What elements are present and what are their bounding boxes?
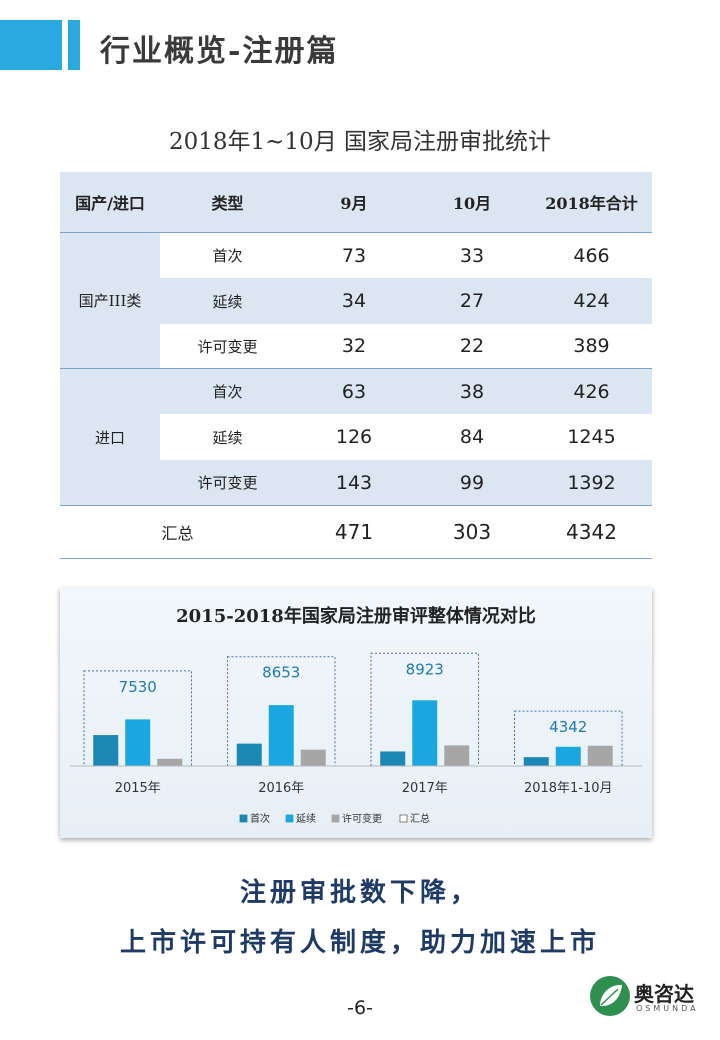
value-cell: 38 bbox=[459, 380, 485, 403]
col-header-type: 类型 bbox=[160, 172, 295, 232]
value-cell: 389 bbox=[573, 335, 610, 357]
group-label-import: 进口 bbox=[60, 369, 160, 505]
value-cell: 84 bbox=[459, 426, 485, 448]
row-stripe bbox=[160, 278, 652, 324]
col-header-oct: 10月 bbox=[413, 172, 531, 232]
table-rule bbox=[60, 368, 652, 369]
value-cell: 1245 bbox=[567, 426, 616, 448]
row-stripe bbox=[160, 460, 652, 506]
value-cell: 426 bbox=[573, 380, 610, 403]
data-label: 7530 bbox=[119, 678, 157, 696]
bar bbox=[444, 745, 470, 766]
row-stripe bbox=[160, 368, 652, 414]
bar bbox=[93, 735, 119, 766]
slogan-line-1: 注册审批数下降， bbox=[239, 878, 480, 908]
table-rule bbox=[60, 505, 652, 506]
group-label-domestic: 国产III类 bbox=[60, 233, 160, 368]
col-header-sep: 9月 bbox=[295, 172, 413, 232]
legend-label: 许可变更 bbox=[342, 812, 382, 825]
legend-swatch bbox=[239, 814, 248, 823]
slogan-line-2: 上市许可持有人制度，助力加速上市 bbox=[119, 928, 600, 958]
data-label: 4342 bbox=[549, 718, 587, 736]
bar bbox=[587, 745, 613, 766]
chart-title: 2015-2018年国家局注册审评整体情况对比 bbox=[176, 606, 536, 627]
bar bbox=[555, 746, 581, 766]
leaf-icon bbox=[590, 976, 630, 1016]
bar-total bbox=[227, 656, 336, 767]
type-cell: 许可变更 bbox=[197, 474, 258, 492]
summary-label: 汇总 bbox=[161, 524, 194, 543]
legend-swatch bbox=[331, 814, 340, 823]
value-cell: 126 bbox=[335, 426, 373, 448]
logo-text: 奥咨达 bbox=[634, 982, 694, 1006]
registration-table: 国产/进口 类型 9月 10月 2018年合计 国产III类 首次 73 33 … bbox=[60, 172, 652, 559]
table-rule bbox=[60, 232, 652, 233]
type-cell: 首次 bbox=[212, 383, 243, 401]
bar bbox=[268, 705, 294, 766]
summary-value: 4342 bbox=[566, 520, 617, 544]
col-header-origin: 国产/进口 bbox=[60, 172, 160, 232]
chart-plot: 7530 2015年 8653 2016年 8923 2017年 4342 2018年1-10… bbox=[70, 652, 642, 825]
legend-swatch bbox=[285, 814, 294, 823]
bar bbox=[157, 758, 183, 766]
table-rule bbox=[60, 558, 652, 559]
bar bbox=[236, 743, 262, 766]
value-cell: 143 bbox=[335, 471, 373, 494]
header-accent-block bbox=[0, 20, 62, 70]
brand-logo: 奥咨达 OSMUNDA bbox=[590, 976, 702, 1022]
bar bbox=[380, 751, 406, 766]
type-cell: 延续 bbox=[212, 428, 243, 447]
logo-subtext: OSMUNDA bbox=[636, 1004, 699, 1013]
value-cell: 99 bbox=[459, 471, 485, 494]
type-cell: 延续 bbox=[212, 292, 243, 311]
bar bbox=[523, 757, 549, 766]
value-cell: 34 bbox=[341, 290, 367, 312]
value-cell: 1392 bbox=[567, 471, 616, 494]
value-cell: 73 bbox=[341, 244, 367, 267]
value-cell: 32 bbox=[341, 335, 367, 357]
category-label: 2015年 bbox=[115, 781, 161, 796]
summary-value: 471 bbox=[334, 520, 374, 544]
comparison-chart: 2015-2018年国家局注册审评整体情况对比 7530 2015年 8653 201… bbox=[60, 588, 652, 838]
value-cell: 63 bbox=[341, 380, 367, 403]
summary-value: 303 bbox=[452, 520, 492, 544]
data-label: 8923 bbox=[406, 660, 444, 678]
value-cell: 424 bbox=[573, 290, 610, 312]
legend-label: 首次 bbox=[250, 812, 270, 825]
bar bbox=[125, 719, 151, 766]
legend-swatch bbox=[399, 814, 408, 823]
legend-label: 延续 bbox=[296, 812, 316, 825]
value-cell: 33 bbox=[459, 244, 485, 267]
page-number: -6- bbox=[347, 997, 373, 1019]
value-cell: 466 bbox=[573, 244, 610, 267]
type-cell: 首次 bbox=[212, 247, 243, 265]
type-cell: 许可变更 bbox=[197, 337, 258, 356]
bar bbox=[300, 749, 326, 766]
category-label: 2017年 bbox=[402, 781, 448, 796]
bar bbox=[412, 700, 438, 766]
page-title: 行业概览-注册篇 bbox=[100, 34, 339, 69]
table-title: 2018年1~10月 国家局注册审批统计 bbox=[168, 129, 551, 155]
category-label: 2018年1-10月 bbox=[524, 781, 613, 796]
legend-label: 汇总 bbox=[410, 812, 430, 825]
col-header-total: 2018年合计 bbox=[531, 172, 652, 232]
data-label: 8653 bbox=[262, 664, 300, 682]
header-accent-bar bbox=[68, 20, 80, 70]
value-cell: 22 bbox=[459, 335, 485, 357]
value-cell: 27 bbox=[459, 290, 485, 312]
category-label: 2016年 bbox=[258, 781, 304, 796]
